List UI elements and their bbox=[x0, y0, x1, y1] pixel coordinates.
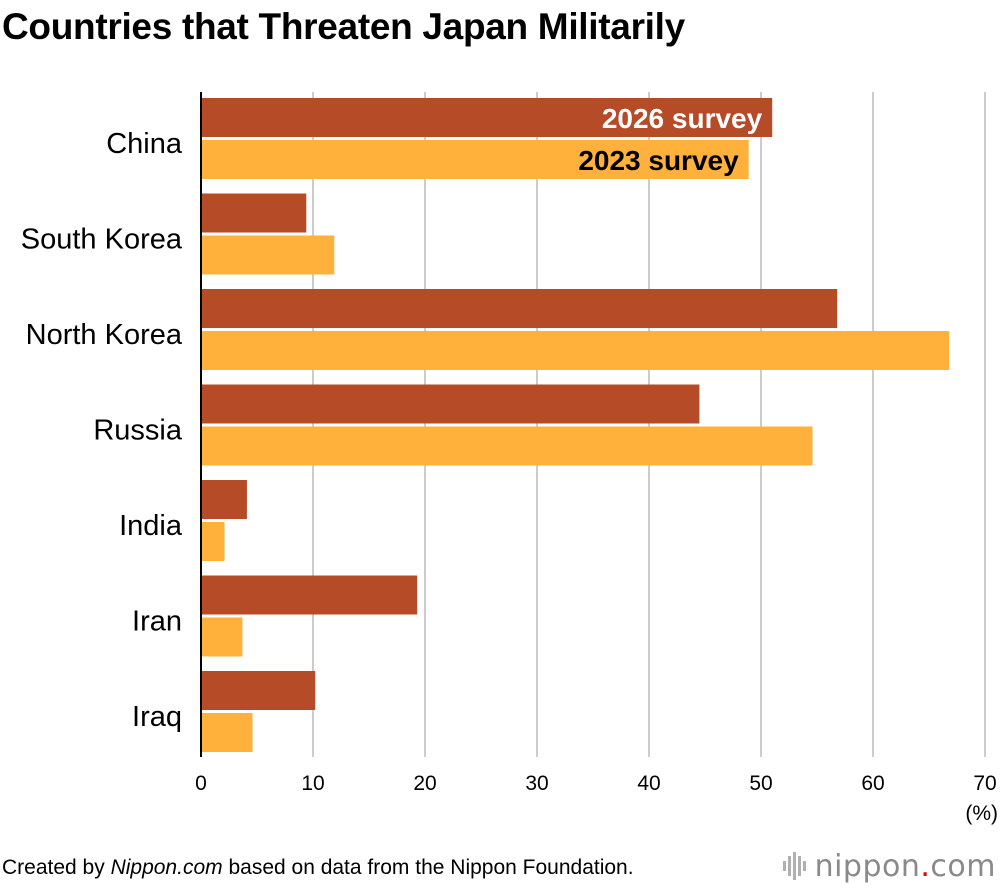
bar bbox=[201, 522, 225, 561]
bar bbox=[201, 617, 243, 657]
x-tick-label: 50 bbox=[749, 772, 772, 795]
bar bbox=[201, 140, 749, 179]
bar bbox=[201, 289, 838, 328]
x-tick-label: 0 bbox=[195, 772, 207, 795]
bar bbox=[201, 98, 773, 137]
bar bbox=[201, 331, 950, 370]
bar bbox=[201, 713, 253, 752]
x-axis-unit: (%) bbox=[965, 802, 998, 825]
bars bbox=[201, 98, 950, 752]
bar bbox=[201, 235, 335, 275]
category-label: India bbox=[119, 510, 183, 542]
bar bbox=[201, 671, 316, 710]
category-label: China bbox=[106, 128, 183, 160]
bar bbox=[201, 384, 700, 424]
category-label: North Korea bbox=[26, 319, 183, 351]
category-label: South Korea bbox=[21, 224, 183, 256]
sound-wave-icon bbox=[782, 852, 806, 880]
bar bbox=[201, 426, 813, 466]
bar-chart: China South Korea North Korea Russia India Ir… bbox=[21, 92, 998, 825]
logo-tld: com bbox=[930, 848, 996, 884]
source-name: Nippon.com bbox=[110, 856, 223, 879]
gridlines bbox=[312, 92, 986, 757]
x-tick-label: 20 bbox=[413, 772, 436, 795]
category-label: Russia bbox=[93, 415, 183, 447]
logo-dot: . bbox=[920, 848, 931, 884]
bar bbox=[201, 575, 418, 615]
legend-label: 2023 survey bbox=[578, 145, 739, 176]
x-tick-label: 60 bbox=[861, 772, 884, 795]
x-tick-label: 10 bbox=[301, 772, 324, 795]
source-suffix: based on data from the Nippon Foundation… bbox=[222, 856, 634, 879]
x-tick-label: 70 bbox=[973, 772, 996, 795]
legend-label: 2026 survey bbox=[602, 103, 763, 134]
legend-inline-labels: 2026 survey 2023 survey bbox=[578, 103, 762, 176]
x-tick-label: 30 bbox=[525, 772, 548, 795]
bar bbox=[201, 193, 307, 233]
source-note: Created by Nippon.com based on data from… bbox=[2, 856, 634, 880]
chart-title: Countries that Threaten Japan Militarily bbox=[2, 6, 685, 47]
source-prefix: Created by bbox=[2, 856, 111, 879]
category-label: Iraq bbox=[132, 701, 182, 733]
x-axis-ticks: 0 10 20 30 40 50 60 70 bbox=[195, 772, 997, 795]
nippon-logo[interactable]: nippon.com bbox=[782, 849, 996, 884]
category-labels: China South Korea North Korea Russia India Ir… bbox=[21, 128, 183, 733]
logo-name: nippon bbox=[814, 848, 921, 884]
x-tick-label: 40 bbox=[637, 772, 660, 795]
category-label: Iran bbox=[132, 606, 182, 638]
logo-wordmark: nippon.com bbox=[815, 849, 996, 884]
bar bbox=[201, 480, 247, 519]
